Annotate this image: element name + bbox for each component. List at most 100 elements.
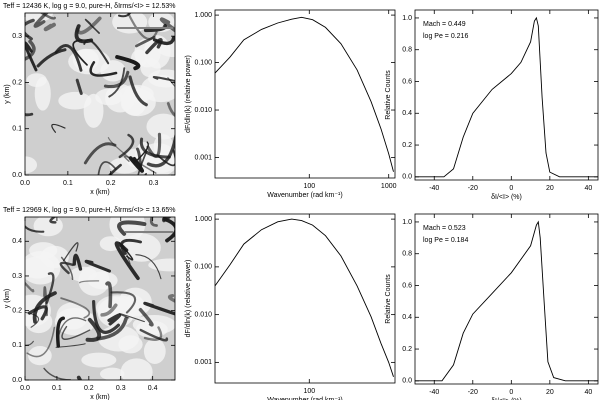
y-tick-label: 0.001: [194, 154, 212, 161]
y-tick-label: 0.4: [402, 314, 412, 321]
x-tick-label: -20: [468, 185, 478, 192]
bright-granule: [100, 60, 126, 82]
dark-lane: [117, 220, 147, 236]
y-tick-label: 0.2: [402, 142, 412, 149]
y-tick-label: 0.100: [194, 59, 212, 66]
y-tick-label: 0.3: [12, 33, 22, 40]
dark-lane: [128, 75, 148, 107]
dark-lane: [84, 18, 100, 34]
x-tick-label: 100: [303, 183, 315, 190]
dark-lane: [152, 36, 175, 46]
dark-lane: [25, 112, 34, 117]
y-tick-label: 0.3: [12, 273, 22, 280]
dark-lane: [79, 280, 100, 284]
x-axis-label: δI/<I> (%): [491, 194, 522, 201]
x-axis-label: x (km): [90, 394, 109, 400]
bright-granule: [120, 358, 153, 380]
y-tick-label: 0.1: [12, 126, 22, 133]
histogram-curve: [415, 16, 598, 178]
dark-lane: [110, 291, 137, 314]
x-tick-label: 40: [584, 185, 592, 192]
dark-lane: [84, 259, 111, 273]
x-tick-label: -40: [429, 389, 439, 396]
dark-lane: [167, 293, 175, 303]
dark-lane: [49, 217, 57, 224]
y-tick-label: 0.6: [402, 78, 412, 85]
dark-lane: [103, 70, 130, 89]
dark-lane: [135, 35, 156, 48]
x-tick-label: 1000: [381, 183, 397, 190]
y-tick-label: 0.0: [402, 174, 412, 181]
dark-lane: [43, 22, 56, 32]
axes-frame: [414, 9, 599, 181]
y-tick-label: 0.100: [194, 264, 212, 271]
dark-lane: [162, 217, 172, 223]
dark-lane: [138, 308, 154, 327]
dark-lane: [118, 313, 145, 323]
panel-title: Teff = 12436 K, log g = 9.0, pure-H, δIr…: [3, 3, 175, 10]
dark-lane: [118, 133, 135, 159]
dark-lane: [137, 150, 148, 175]
dark-lane: [25, 340, 34, 346]
dark-lane: [26, 326, 56, 358]
dark-lane: [149, 217, 158, 227]
histogram-curve: [415, 220, 598, 382]
dark-lane: [83, 39, 110, 65]
axes-frame: [24, 12, 176, 176]
y-tick-label: 0.0: [12, 172, 22, 179]
dark-lane: [135, 254, 162, 280]
bright-granule: [69, 266, 97, 282]
y-tick-label: 0.6: [402, 282, 412, 289]
x-tick-label: 0.1: [52, 385, 62, 392]
dark-lane: [25, 311, 40, 328]
dark-lane: [115, 55, 141, 71]
dark-lane: [27, 305, 48, 321]
dark-lane: [145, 38, 163, 55]
annotation: Mach = 0.449: [423, 21, 466, 28]
bright-granule: [143, 338, 166, 364]
spectrum-line: [214, 218, 394, 377]
dark-lane: [51, 123, 66, 133]
bright-granule: [132, 315, 175, 335]
x-tick-label: 0.4: [148, 385, 158, 392]
y-tick-label: 0.1: [12, 342, 22, 349]
y-axis-label: y (km): [4, 84, 11, 103]
x-tick-label: 0.2: [106, 180, 116, 187]
x-tick-label: 20: [546, 389, 554, 396]
dark-lane: [105, 281, 113, 309]
bright-granule: [33, 217, 63, 237]
annotation: log Pe = 0.184: [423, 237, 468, 244]
bright-granule: [34, 76, 51, 111]
x-tick-label: -40: [429, 185, 439, 192]
dark-lane: [143, 301, 175, 316]
dark-lane: [62, 242, 79, 262]
dark-lane: [126, 13, 158, 40]
granulation-image: [25, 217, 175, 380]
panel-title: Teff = 12969 K, log g = 9.0, pure-H, δIr…: [3, 207, 175, 214]
y-axis-label: Relative Counts: [385, 70, 392, 120]
x-tick-label: 40: [584, 389, 592, 396]
dark-lane: [32, 291, 57, 324]
y-tick-label: 0.4: [402, 110, 412, 117]
dark-lane: [166, 101, 175, 118]
y-tick-label: 1.000: [194, 216, 212, 223]
dark-lane: [97, 161, 117, 175]
x-tick-label: 0: [509, 389, 513, 396]
dark-lane: [96, 316, 128, 341]
y-tick-label: 0.4: [12, 238, 22, 245]
y-tick-label: 0.8: [402, 47, 412, 54]
dark-lane: [60, 256, 74, 281]
dark-lane: [159, 17, 175, 33]
dark-lane: [146, 132, 162, 158]
bright-granule: [146, 113, 175, 140]
dark-lane: [117, 13, 132, 18]
axes-frame: [214, 213, 396, 384]
bright-granule: [25, 294, 52, 327]
x-tick-label: 0.3: [116, 385, 126, 392]
x-axis-label: Wavenumber (rad km⁻¹): [267, 397, 342, 400]
y-tick-label: 0.2: [12, 79, 22, 86]
y-axis-label: y (km): [4, 289, 11, 308]
y-tick-label: 0.2: [12, 307, 22, 314]
annotation: log Pe = 0.216: [423, 33, 468, 40]
bright-granule: [83, 93, 104, 128]
